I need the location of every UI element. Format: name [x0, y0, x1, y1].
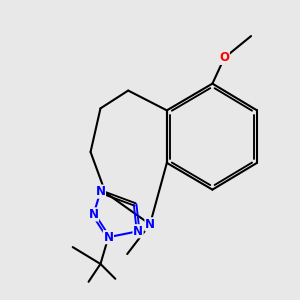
Text: O: O — [219, 51, 229, 64]
Text: N: N — [95, 185, 106, 198]
Text: N: N — [88, 208, 98, 221]
Text: N: N — [103, 231, 113, 244]
Text: N: N — [145, 218, 155, 231]
Text: N: N — [133, 225, 143, 238]
